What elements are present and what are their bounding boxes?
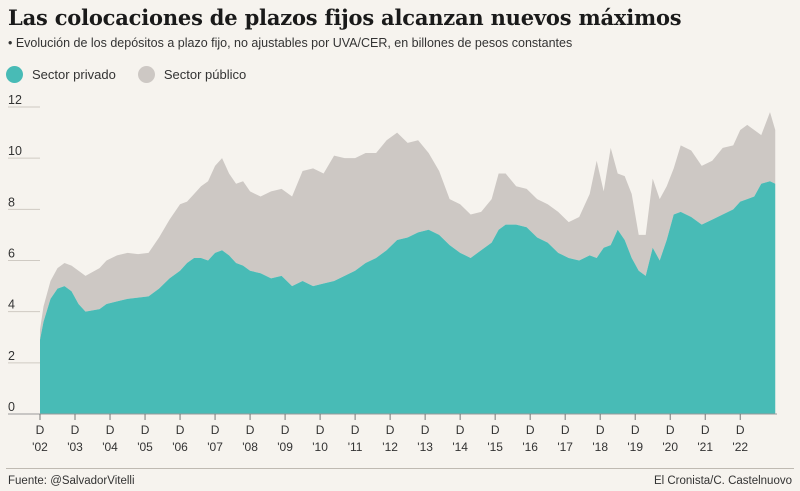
- x-tick-label-top: D: [211, 423, 220, 437]
- x-tick-label-bottom: '18: [592, 440, 608, 454]
- area-sector-publico: [40, 112, 776, 340]
- area-sector-privado: [40, 181, 776, 414]
- x-tick-label-top: D: [526, 423, 535, 437]
- x-tick-label-bottom: '03: [67, 440, 83, 454]
- x-tick-label-top: D: [491, 423, 500, 437]
- x-tick-label-top: D: [106, 423, 115, 437]
- x-tick-label-bottom: '22: [732, 440, 748, 454]
- y-tick-label: 10: [8, 144, 22, 158]
- x-tick-label-top: D: [701, 423, 710, 437]
- x-tick-label-bottom: '10: [312, 440, 328, 454]
- x-tick-label-bottom: '02: [32, 440, 48, 454]
- footer-divider: [6, 468, 794, 469]
- x-tick-label-bottom: '20: [662, 440, 678, 454]
- legend-label-privado: Sector privado: [32, 67, 116, 82]
- x-tick-label-bottom: '19: [627, 440, 643, 454]
- legend-swatch-privado: [6, 66, 23, 83]
- x-tick-label-top: D: [316, 423, 325, 437]
- x-tick-label-bottom: '07: [207, 440, 223, 454]
- x-tick-label-bottom: '14: [452, 440, 468, 454]
- x-tick-label-bottom: '08: [242, 440, 258, 454]
- x-tick-label-top: D: [421, 423, 430, 437]
- legend: Sector privado Sector público: [6, 66, 268, 83]
- x-tick-label-top: D: [596, 423, 605, 437]
- source-note: Fuente: @SalvadorVitelli: [8, 475, 135, 487]
- x-tick-label-top: D: [71, 423, 80, 437]
- legend-item-privado: Sector privado: [6, 66, 116, 83]
- y-tick-label: 6: [8, 247, 15, 261]
- credit-note: El Cronista/C. Castelnuovo: [653, 475, 792, 487]
- x-tick-label-top: D: [561, 423, 570, 437]
- x-tick-label-bottom: '17: [557, 440, 573, 454]
- y-tick-label: 0: [8, 400, 15, 414]
- y-tick-label: 8: [8, 195, 15, 209]
- x-tick-label-top: D: [351, 423, 360, 437]
- x-tick-label-bottom: '04: [102, 440, 118, 454]
- x-tick-label-bottom: '16: [522, 440, 538, 454]
- x-tick-label-top: D: [736, 423, 745, 437]
- y-tick-label: 4: [8, 298, 15, 312]
- x-tick-label-bottom: '12: [382, 440, 398, 454]
- x-tick-label-bottom: '21: [697, 440, 713, 454]
- x-tick-label-top: D: [631, 423, 640, 437]
- x-tick-label-top: D: [666, 423, 675, 437]
- chart-subtitle: • Evolución de los depósitos a plazo fij…: [8, 36, 573, 50]
- x-tick-label-top: D: [246, 423, 255, 437]
- x-tick-label-top: D: [281, 423, 290, 437]
- chart-title: Las colocaciones de plazos fijos alcanza…: [8, 5, 682, 30]
- y-tick-label: 12: [8, 93, 22, 107]
- x-tick-label-bottom: '13: [417, 440, 433, 454]
- x-tick-label-bottom: '09: [277, 440, 293, 454]
- x-tick-label-bottom: '15: [487, 440, 503, 454]
- x-tick-label-top: D: [141, 423, 150, 437]
- x-tick-label-bottom: '05: [137, 440, 153, 454]
- x-tick-label-top: D: [176, 423, 185, 437]
- legend-label-publico: Sector público: [163, 67, 247, 82]
- legend-swatch-publico: [137, 66, 155, 83]
- x-tick-label-top: D: [36, 423, 45, 437]
- y-tick-label: 2: [8, 349, 15, 363]
- area-chart: 0 2 4 6 8 10 12 D '02 D '03 D '04 D '05 D '06 D '07 D '08 D '0…: [8, 93, 777, 454]
- x-tick-label-top: D: [386, 423, 395, 437]
- x-tick-label-bottom: '06: [172, 440, 188, 454]
- x-tick-label-bottom: '11: [348, 440, 363, 454]
- x-tick-label-top: D: [456, 423, 465, 437]
- legend-item-publico: Sector público: [137, 66, 247, 83]
